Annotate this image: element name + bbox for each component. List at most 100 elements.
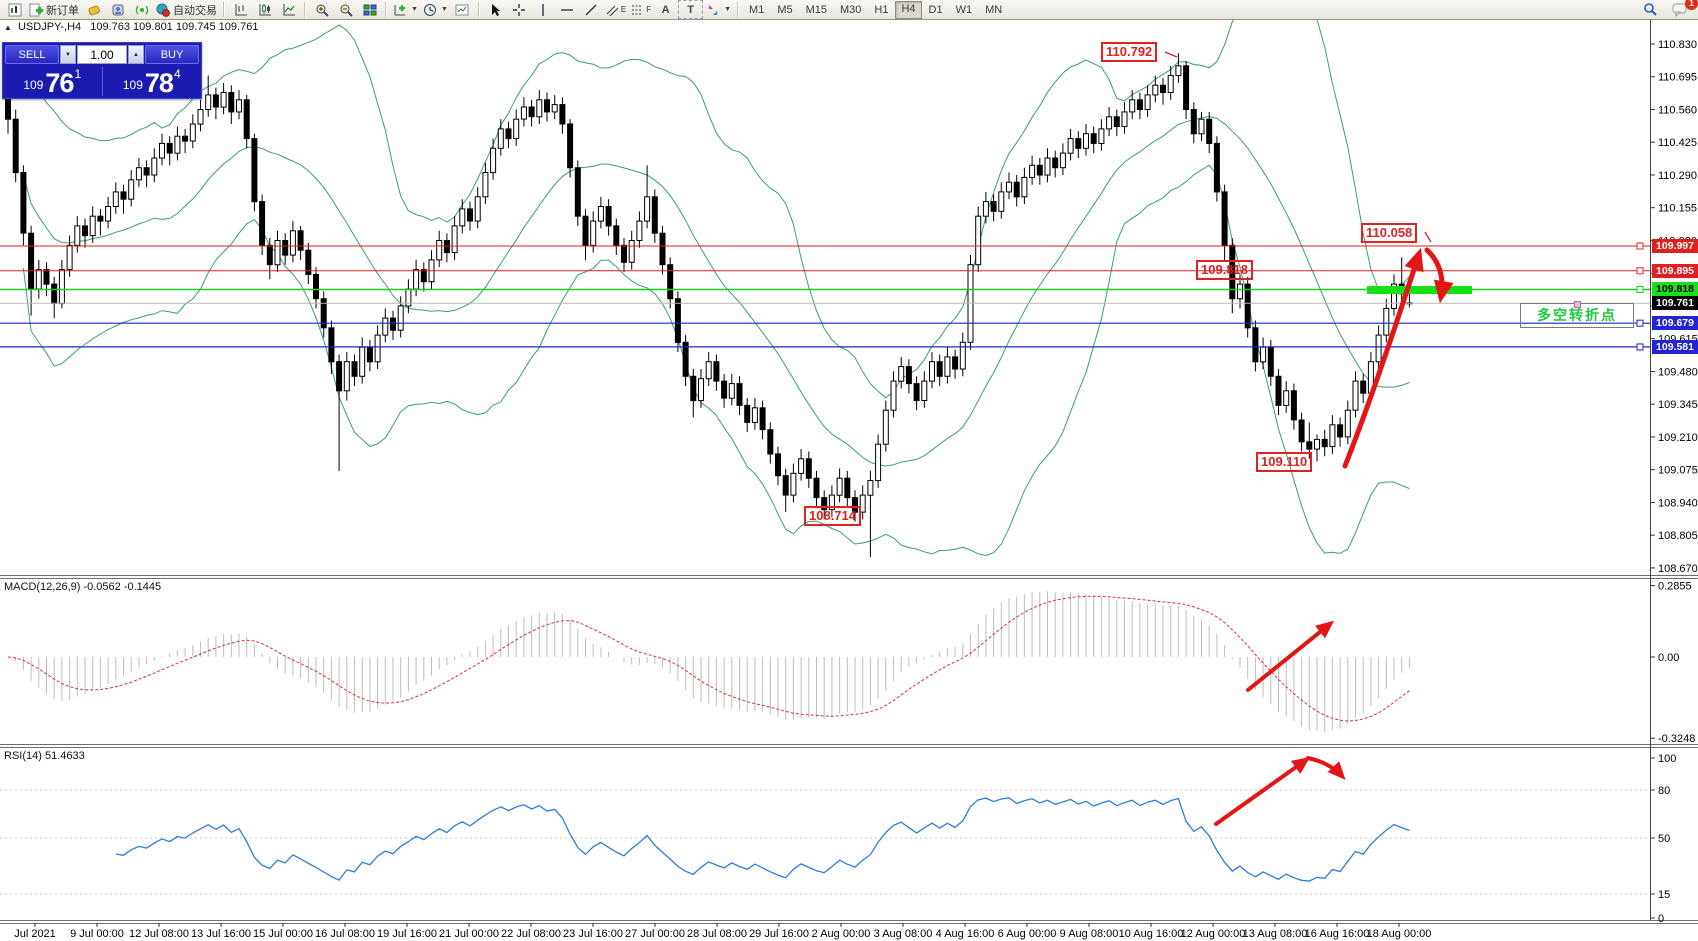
sell-price-handle: 109 — [23, 78, 44, 92]
vertical-line-button[interactable] — [532, 1, 555, 18]
channel-button[interactable]: E — [604, 1, 628, 18]
volume-input[interactable] — [77, 45, 127, 64]
line-handle[interactable] — [1636, 267, 1644, 275]
sell-price[interactable]: 109 76 1 — [3, 65, 102, 98]
toolbar-separator — [385, 2, 387, 17]
annotation-label-110.058[interactable]: 110.058 — [1361, 223, 1418, 243]
volume-decrease-button[interactable]: ▼ — [60, 45, 76, 64]
label-button[interactable]: T — [678, 0, 704, 19]
clock-icon — [423, 3, 436, 16]
svg-text:0.00: 0.00 — [1658, 652, 1679, 664]
buy-button[interactable]: BUY — [145, 45, 199, 64]
autotrade-button[interactable]: 自动交易 — [154, 1, 219, 18]
trade-prices-row: 109 76 1 109 78 4 — [3, 65, 201, 98]
trendline-button[interactable] — [580, 1, 603, 18]
timeframe-D1[interactable]: D1 — [928, 3, 943, 16]
turning-point-note[interactable]: 多空转折点 — [1520, 301, 1634, 328]
bar-chart-button[interactable] — [229, 1, 252, 18]
zoom-in-button[interactable] — [310, 1, 333, 18]
highlighter-button[interactable] — [82, 1, 105, 18]
line-handle[interactable] — [1636, 319, 1644, 327]
tile-windows-button[interactable] — [358, 1, 381, 18]
sell-button[interactable]: SELL — [5, 45, 59, 64]
price-tag-109.679: 109.679 — [1652, 316, 1698, 330]
svg-text:110.560: 110.560 — [1658, 104, 1697, 116]
annotation-label-109.110[interactable]: 109.110 — [1256, 452, 1313, 472]
timeframe-M30[interactable]: M30 — [840, 3, 862, 16]
timeframe-MN[interactable]: MN — [985, 3, 1003, 16]
svg-text:13 Jul 16:00: 13 Jul 16:00 — [191, 928, 251, 940]
navigator-button[interactable] — [106, 1, 129, 18]
trend-arrow[interactable] — [1342, 247, 1424, 469]
annotation-label-110.792[interactable]: 110.792 — [1101, 42, 1158, 62]
horizontal-line-button[interactable] — [556, 1, 579, 18]
macd-histogram — [15, 591, 1410, 732]
chart-window-icon[interactable] — [3, 1, 26, 18]
svg-text:9 Jul 00:00: 9 Jul 00:00 — [70, 928, 124, 940]
line-chart-button[interactable] — [277, 1, 300, 18]
trend-arrow[interactable] — [1214, 756, 1311, 826]
svg-text:110.830: 110.830 — [1658, 39, 1697, 51]
text-tool-letter: A — [661, 3, 670, 16]
crosshair-button[interactable] — [508, 1, 531, 18]
annotation-label-109.818[interactable]: 109.818 — [1196, 260, 1253, 280]
notifications-button[interactable]: 1 — [1668, 0, 1698, 18]
text-button[interactable]: A — [654, 1, 677, 18]
svg-text:12 Jul 08:00: 12 Jul 08:00 — [129, 928, 189, 940]
trend-arrow[interactable] — [1306, 756, 1346, 780]
zoom-out-button[interactable] — [334, 1, 357, 18]
signal-button[interactable] — [130, 1, 153, 18]
shapes-button[interactable]: ▼ — [704, 1, 733, 18]
line-handle[interactable] — [1636, 242, 1644, 250]
svg-text:9 Aug 08:00: 9 Aug 08:00 — [1060, 928, 1119, 940]
indicators-button[interactable]: ▼ — [391, 1, 420, 18]
timeframe-H1[interactable]: H1 — [874, 3, 889, 16]
buy-price[interactable]: 109 78 4 — [103, 65, 202, 98]
svg-text:21 Jul 00:00: 21 Jul 00:00 — [439, 928, 499, 940]
one-click-toggle-icon[interactable]: ▲ — [4, 23, 12, 32]
new-order-icon — [29, 3, 43, 16]
periods-button[interactable]: ▼ — [421, 1, 450, 18]
price-tag-109.581: 109.581 — [1652, 340, 1698, 354]
timeframe-group: M1 M5 M15 M30 H1 H4 D1 W1 MN — [743, 0, 1008, 19]
price-tag-109.818: 109.818 — [1652, 282, 1698, 296]
candlestick-mode-icon — [259, 3, 271, 15]
tile-windows-icon — [363, 4, 376, 15]
svg-text:6 Aug 00:00: 6 Aug 00:00 — [998, 928, 1057, 940]
svg-text:110.425: 110.425 — [1658, 137, 1697, 149]
note-anchor-handle[interactable] — [1574, 301, 1581, 308]
volume-increase-button[interactable]: ▲ — [128, 45, 144, 64]
line-handle[interactable] — [1636, 285, 1644, 293]
svg-text:Jul 2021: Jul 2021 — [14, 928, 56, 940]
cursor-button[interactable] — [484, 1, 507, 18]
svg-text:18 Aug 00:00: 18 Aug 00:00 — [1367, 928, 1432, 940]
svg-text:108.940: 108.940 — [1658, 497, 1698, 509]
new-order-button[interactable]: 新订单 — [27, 1, 81, 18]
svg-text:50: 50 — [1658, 833, 1670, 845]
search-button[interactable] — [1639, 1, 1662, 18]
one-click-trading-panel: SELL ▼ ▲ BUY 109 76 1 109 78 4 — [2, 42, 202, 99]
timeframe-M1[interactable]: M1 — [749, 3, 765, 16]
timeframe-M5[interactable]: M5 — [777, 3, 793, 16]
svg-text:23 Jul 16:00: 23 Jul 16:00 — [563, 928, 623, 940]
green-highlight-bar[interactable] — [1367, 286, 1472, 294]
timeframe-W1[interactable]: W1 — [955, 3, 973, 16]
candlestick-series — [5, 53, 1413, 558]
svg-text:13 Aug 08:00: 13 Aug 08:00 — [1243, 928, 1308, 940]
templates-button[interactable] — [451, 1, 474, 18]
chevron-down-icon: ▼ — [440, 6, 448, 13]
annotation-label-108.714[interactable]: 108.714 — [804, 506, 861, 526]
timeframe-M15[interactable]: M15 — [805, 3, 828, 16]
fibonacci-button[interactable]: F — [629, 1, 653, 18]
candlestick-mode-button[interactable] — [253, 1, 276, 18]
spinner-down-icon: ▼ — [65, 51, 71, 58]
svg-text:108.670: 108.670 — [1658, 563, 1698, 575]
trend-arrow[interactable] — [1246, 620, 1335, 692]
trend-arrow[interactable] — [1424, 247, 1454, 304]
red-trend-arrows[interactable] — [1214, 247, 1454, 826]
line-handle[interactable] — [1636, 343, 1644, 351]
timeframe-H4[interactable]: H4 — [895, 0, 922, 19]
bar-chart-icon — [235, 3, 247, 15]
